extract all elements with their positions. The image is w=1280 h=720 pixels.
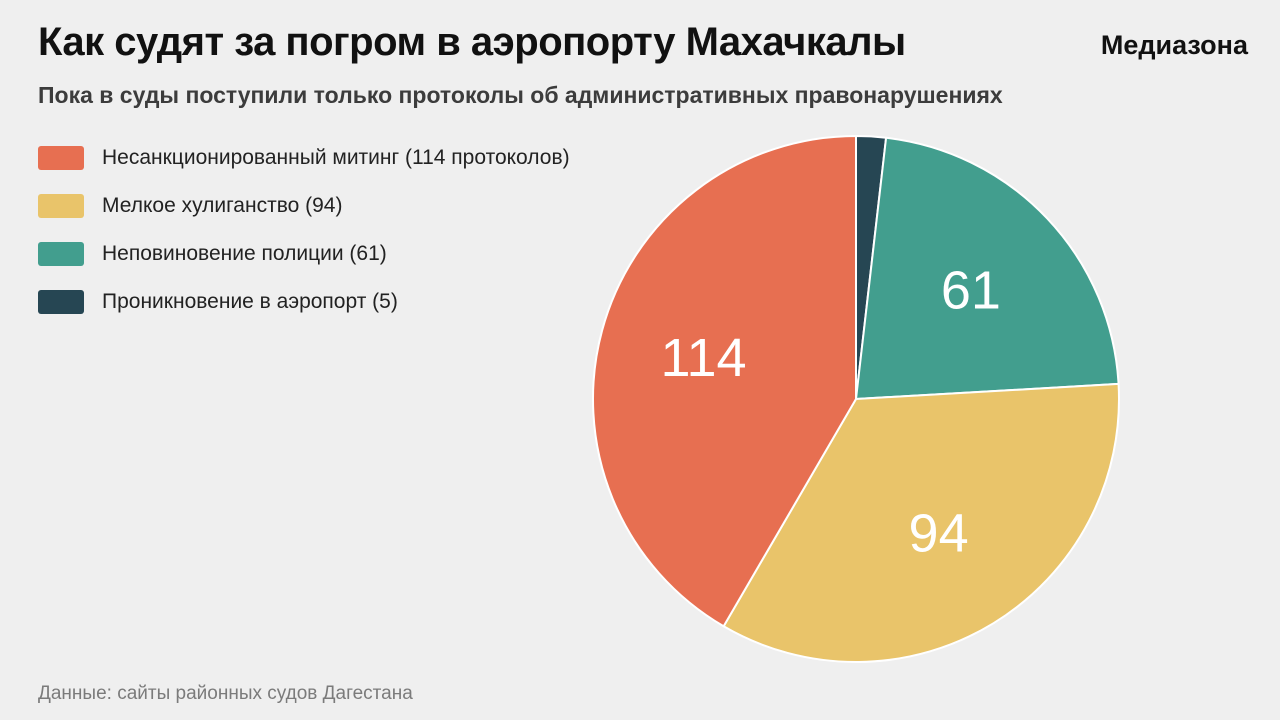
legend-label-intrusion: Проникновение в аэропорт (5) (102, 290, 398, 313)
legend-label-rally: Несанкционированный митинг (114 протокол… (102, 146, 570, 169)
legend-swatch-rally (38, 146, 84, 170)
pie-slice-3 (722, 382, 1120, 663)
legend-swatch-disobedience (38, 242, 84, 266)
brand-logo: Медиазона (1100, 30, 1248, 60)
legend-swatch-hooliganism (38, 194, 84, 218)
chart-title: Как судят за погром в аэропорту Махачкал… (38, 20, 906, 64)
legend-item-intrusion: Проникновение в аэропорт (5) (38, 278, 570, 326)
slice-value-label-4: 114 (660, 328, 746, 388)
chart-subtitle: Пока в суды поступили только протоколы о… (38, 82, 1003, 108)
legend-label-disobedience: Неповиновение полиции (61) (102, 242, 387, 265)
legend-item-hooliganism: Мелкое хулиганство (94) (38, 182, 570, 230)
legend: Несанкционированный митинг (114 протокол… (38, 134, 570, 326)
legend-swatch-intrusion (38, 290, 84, 314)
source-note: Данные: сайты районных судов Дагестана (38, 683, 413, 704)
legend-label-hooliganism: Мелкое хулиганство (94) (102, 194, 343, 217)
legend-item-disobedience: Неповиновение полиции (61) (38, 230, 570, 278)
legend-item-rally: Несанкционированный митинг (114 протокол… (38, 134, 570, 182)
slice-value-label-3: 94 (909, 504, 969, 564)
slice-value-label-2: 61 (941, 261, 1001, 321)
pie-slice-2 (855, 136, 1120, 400)
pie-slice-4 (592, 135, 857, 628)
